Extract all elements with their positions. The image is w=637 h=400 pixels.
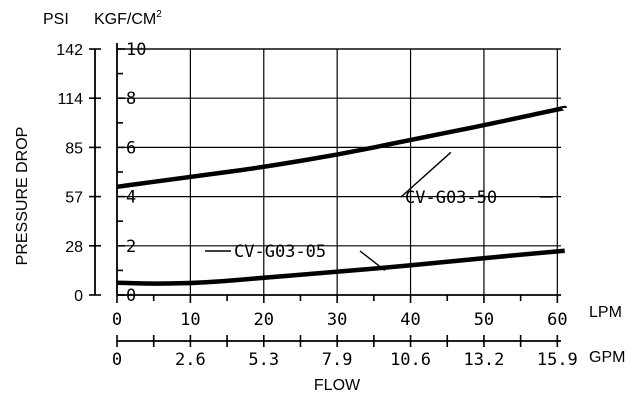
series-label-cv-g03-50: CV-G03-50 xyxy=(405,188,497,208)
gpm-tick-label: 0 xyxy=(112,350,122,370)
gpm-tick-label: 13.2 xyxy=(463,350,504,370)
psi-tick-label: 85 xyxy=(65,140,83,157)
psi-tick-label: 142 xyxy=(56,42,83,59)
gpm-tick-label: 15.9 xyxy=(537,350,578,370)
series-annotations: CV-G03-50 CV-G03-05 xyxy=(205,151,553,271)
kgf-tick-label: 10 xyxy=(126,40,146,60)
series-line-cv-g03-05 xyxy=(116,248,565,286)
axes xyxy=(89,43,561,347)
kgf-tick-label: 8 xyxy=(126,89,136,109)
grid xyxy=(117,48,561,295)
kgf-axis-label-base: KGF/CM xyxy=(94,11,156,28)
lpm-tick-label: 20 xyxy=(254,310,274,330)
psi-tick-label: 28 xyxy=(65,239,83,256)
y-axis-title: PRESSURE DROP xyxy=(14,127,31,266)
lpm-tick-label: 40 xyxy=(400,310,420,330)
series-label-cv-g03-05: CV-G03-05 xyxy=(234,242,326,262)
series-line-cv-g03-50 xyxy=(116,105,567,190)
psi-tick-label: 57 xyxy=(65,190,83,207)
psi-tick-label: 0 xyxy=(74,288,83,305)
lpm-tick-label: 10 xyxy=(180,310,200,330)
kgf-axis-label: KGF/CM2 xyxy=(94,9,162,28)
tick-labels: 0 2 4 6 8 10 0 28 57 85 114 142 0 10 20 30 40 50 60 0 2.6 5.3… xyxy=(56,40,578,370)
kgf-tick-label: 2 xyxy=(126,237,136,257)
kgf-tick-label: 6 xyxy=(126,138,136,158)
kgf-tick-label: 4 xyxy=(126,188,136,208)
lpm-tick-label: 0 xyxy=(112,310,122,330)
lpm-tick-label: 50 xyxy=(474,310,494,330)
series-leader-cv-g03-50 xyxy=(400,151,452,198)
kgf-axis-label-sup: 2 xyxy=(156,9,162,20)
x-axis-title: FLOW xyxy=(314,377,361,394)
gpm-tick-label: 2.6 xyxy=(175,350,206,370)
gpm-tick-label: 7.9 xyxy=(322,350,353,370)
psi-tick-label: 114 xyxy=(57,91,83,108)
lpm-tick-label: 60 xyxy=(547,310,567,330)
kgf-tick-label: 0 xyxy=(126,286,136,306)
series xyxy=(116,105,567,286)
lpm-tick-label: 30 xyxy=(327,310,347,330)
series-leader-cv-g03-05 xyxy=(359,250,386,271)
gpm-tick-label: 5.3 xyxy=(248,350,279,370)
psi-axis-label: PSI xyxy=(43,11,69,28)
gpm-unit-label: GPM xyxy=(589,349,625,366)
gpm-tick-label: 10.6 xyxy=(390,350,431,370)
lpm-unit-label: LPM xyxy=(589,304,622,321)
